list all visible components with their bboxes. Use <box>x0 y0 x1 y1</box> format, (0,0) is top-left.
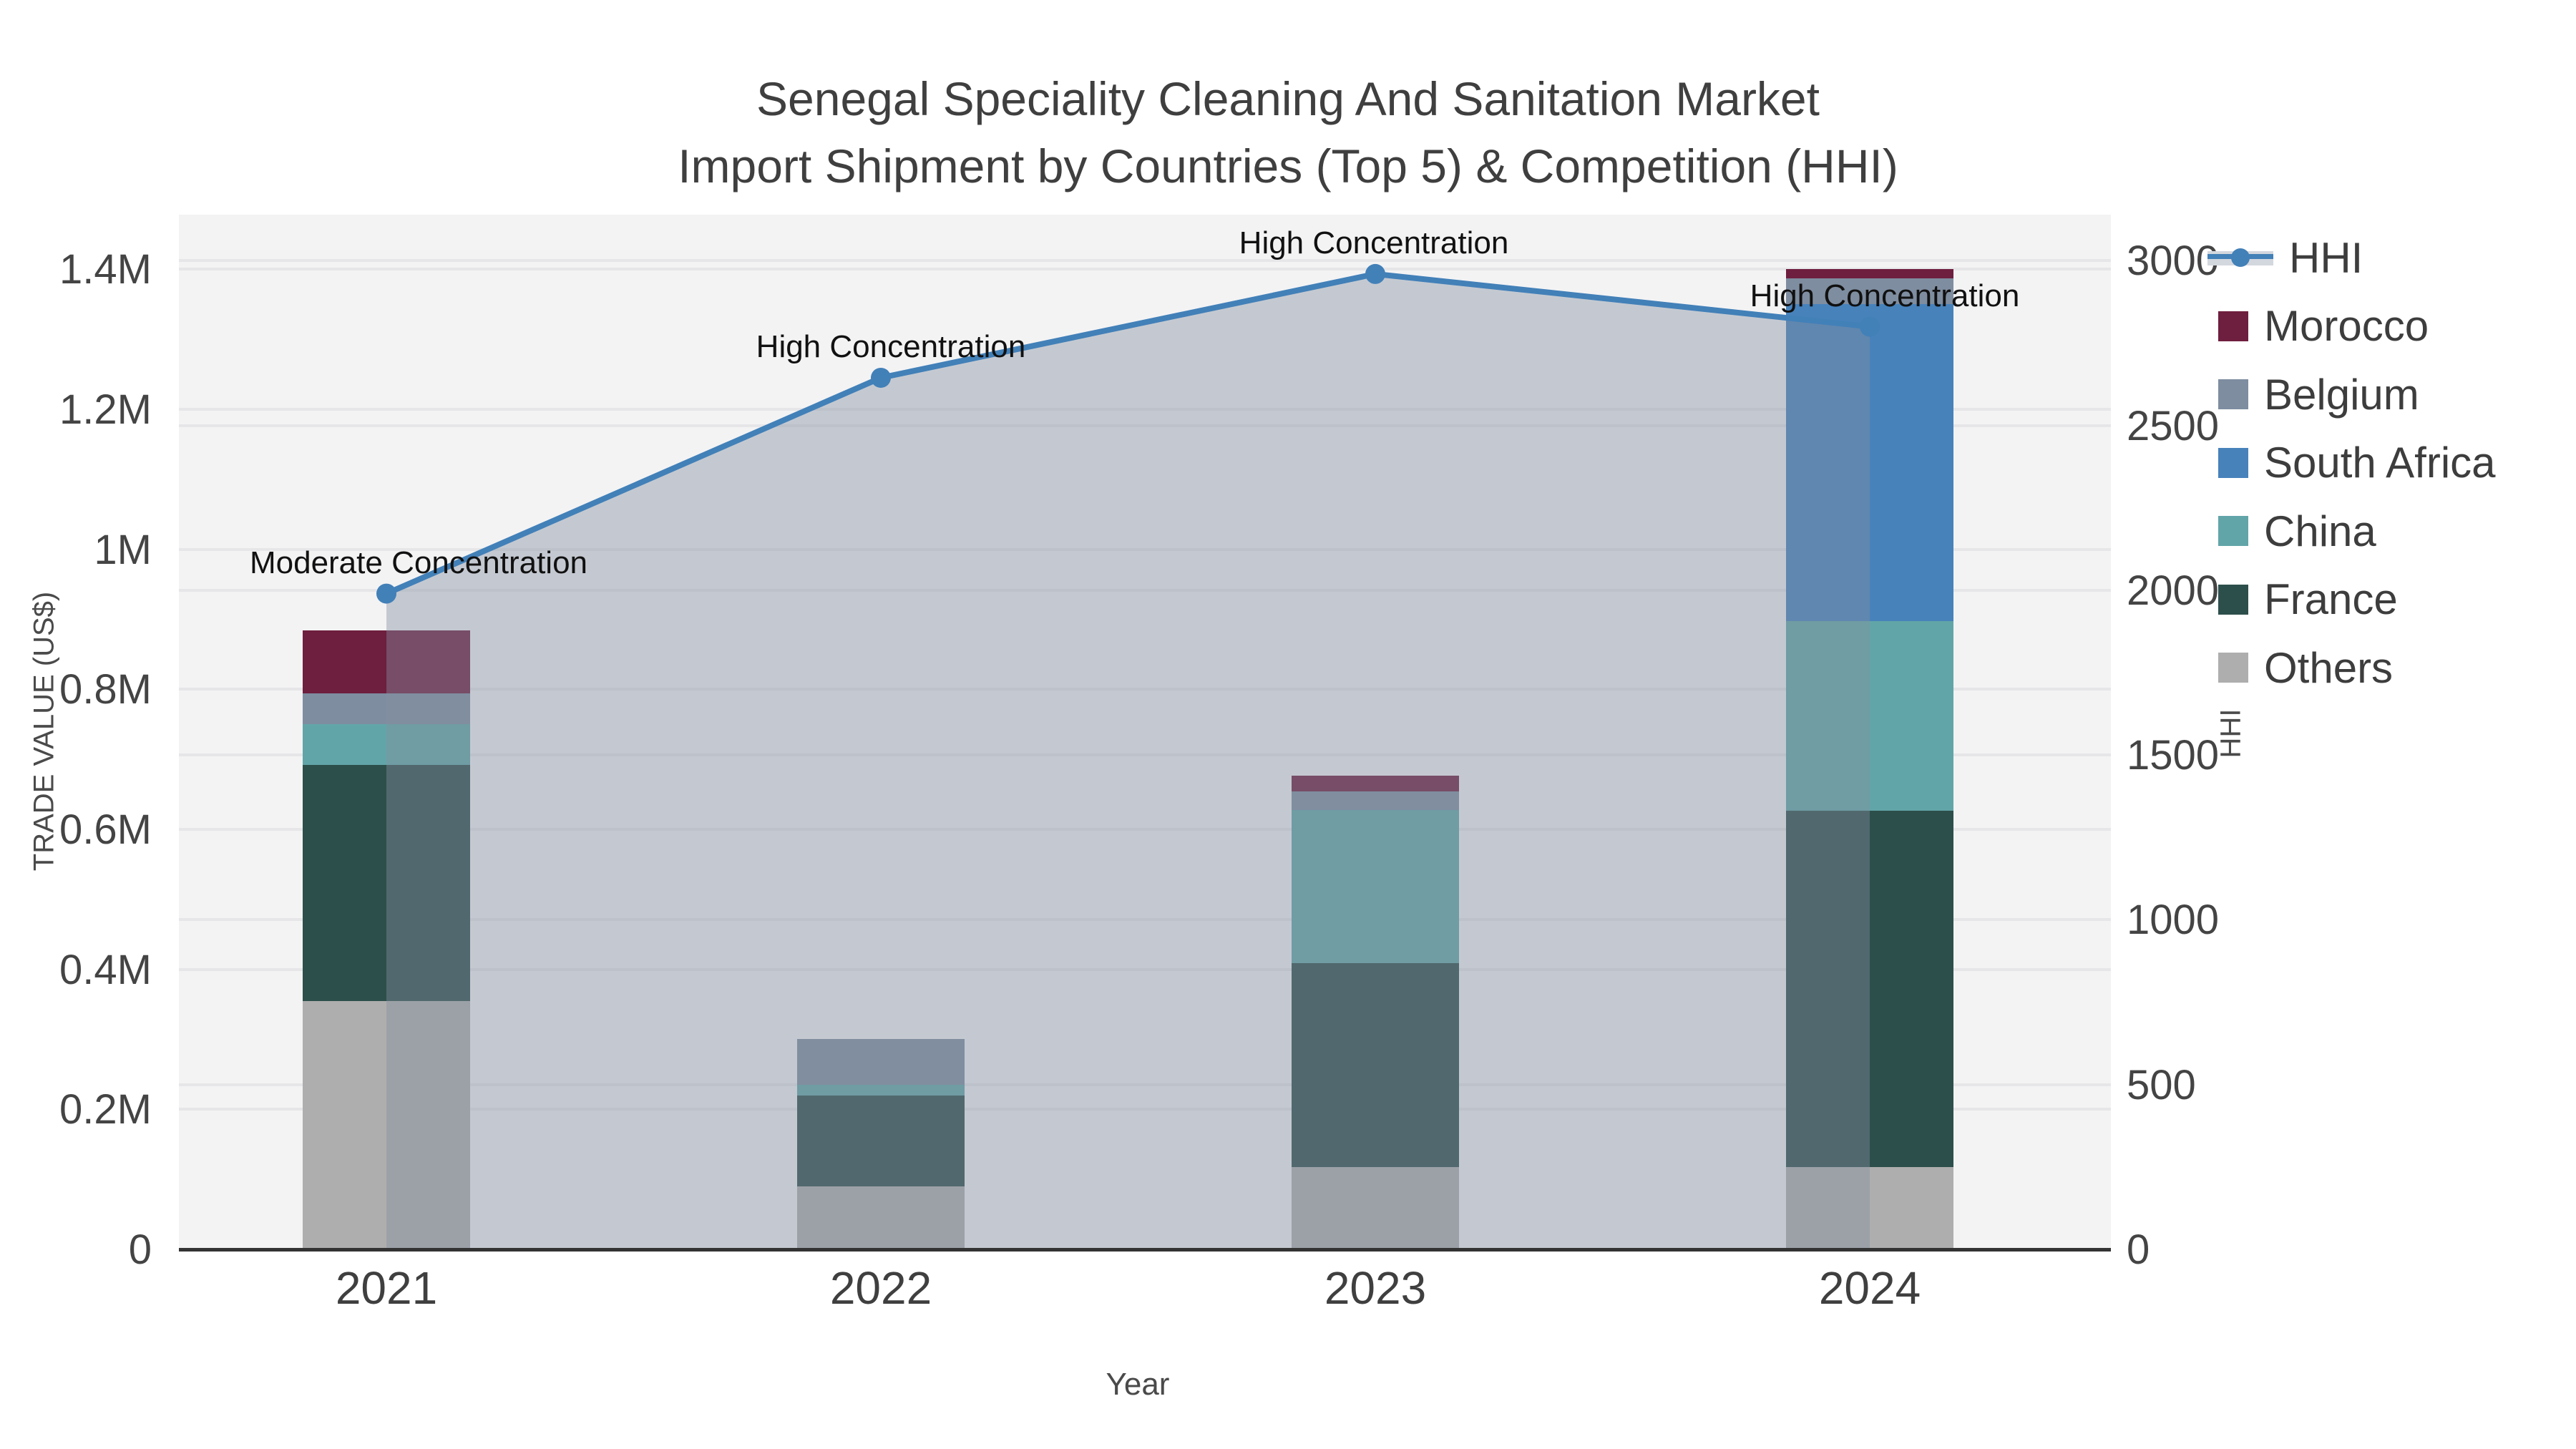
gridline <box>179 827 2111 831</box>
legend-item-south-africa[interactable]: South Africa <box>2207 431 2496 495</box>
legend-item-hhi[interactable]: HHI <box>2207 225 2363 290</box>
gridline <box>179 1083 2111 1086</box>
legend-swatch-icon <box>2218 653 2248 683</box>
x-tick-2021: 2021 <box>335 1262 438 1314</box>
bar-segment-china-2022[interactable] <box>797 1085 965 1096</box>
hhi-marker-2022[interactable] <box>871 367 891 388</box>
x-tick-2024: 2024 <box>1818 1262 1921 1314</box>
y-left-tick-0: 0 <box>128 1226 152 1273</box>
y-axis-right-title: HHI <box>2215 708 2247 758</box>
bar-segment-others-2024[interactable] <box>1786 1166 1953 1249</box>
gridline <box>179 588 2111 592</box>
hhi-line-legend-icon <box>2207 248 2273 267</box>
y-left-tick-1M: 1M <box>94 526 152 573</box>
y-left-tick-0.6M: 0.6M <box>59 806 152 853</box>
legend-label: Others <box>2264 643 2394 692</box>
y-left-tick-0.8M: 0.8M <box>59 666 152 713</box>
legend-swatch-icon <box>2218 584 2248 615</box>
x-axis-title: Year <box>1106 1367 1170 1402</box>
x-axis-line <box>179 1248 2111 1252</box>
chart-title-line1: Senegal Speciality Cleaning And Sanitati… <box>756 72 1820 125</box>
y-right-tick-2500: 2500 <box>2127 402 2220 449</box>
gridline <box>179 547 2111 551</box>
bar-segment-morocco-2021[interactable] <box>303 630 470 694</box>
hhi-marker-2021[interactable] <box>376 583 396 604</box>
gridline <box>179 259 2111 263</box>
y-right-tick-500: 500 <box>2127 1061 2196 1108</box>
hhi-marker-2023[interactable] <box>1365 263 1385 284</box>
legend-item-morocco[interactable]: Morocco <box>2207 294 2429 358</box>
bar-segment-china-2023[interactable] <box>1292 809 1459 963</box>
bar-segment-others-2023[interactable] <box>1292 1166 1459 1249</box>
legend-label: South Africa <box>2264 439 2496 487</box>
gridline <box>179 407 2111 411</box>
y-left-tick-0.2M: 0.2M <box>59 1086 152 1133</box>
gridline <box>179 918 2111 922</box>
bar-segment-france-2021[interactable] <box>303 764 470 1001</box>
chart-title-line2: Import Shipment by Countries (Top 5) & C… <box>678 140 1898 192</box>
bar-segment-france-2023[interactable] <box>1292 962 1459 1167</box>
legend-label: HHI <box>2289 233 2363 282</box>
legend-item-belgium[interactable]: Belgium <box>2207 362 2419 426</box>
legend-swatch-icon <box>2218 379 2248 409</box>
legend-label: China <box>2264 507 2376 555</box>
bar-segment-china-2021[interactable] <box>303 724 470 765</box>
annotation-2024: High Concentration <box>1750 278 2020 313</box>
bar-segment-belgium-2023[interactable] <box>1292 791 1459 810</box>
legend-label: Belgium <box>2264 370 2419 419</box>
bar-segment-belgium-2024[interactable] <box>1786 278 1953 305</box>
gridline <box>179 268 2111 271</box>
y-right-tick-3000: 3000 <box>2127 238 2220 285</box>
legend-label: France <box>2264 575 2398 623</box>
y-left-tick-1.4M: 1.4M <box>59 246 152 293</box>
legend-swatch-icon <box>2218 311 2248 341</box>
hhi-line-chart <box>376 263 1880 1249</box>
bar-segment-france-2022[interactable] <box>797 1095 965 1186</box>
legend-line-dot <box>2231 248 2250 267</box>
annotation-2021: Moderate Concentration <box>249 545 588 580</box>
legend-label: Morocco <box>2264 302 2429 350</box>
legend-item-china[interactable]: China <box>2207 499 2376 563</box>
bar-segment-belgium-2021[interactable] <box>303 693 470 725</box>
bar-segment-south-africa-2024[interactable] <box>1786 304 1953 622</box>
hhi-area-fill <box>386 273 1870 1249</box>
bar-segment-morocco-2024[interactable] <box>1786 269 1953 278</box>
legend-item-others[interactable]: Others <box>2207 635 2393 700</box>
gridline <box>179 753 2111 757</box>
bar-segment-others-2021[interactable] <box>303 1000 470 1249</box>
plot-area <box>179 215 2111 1249</box>
bar-segment-morocco-2023[interactable] <box>1292 775 1459 792</box>
y-left-tick-0.4M: 0.4M <box>59 946 152 993</box>
gridline <box>179 1108 2111 1111</box>
x-tick-2023: 2023 <box>1324 1262 1427 1314</box>
legend-item-france[interactable]: France <box>2207 567 2398 632</box>
y-left-tick-1.2M: 1.2M <box>59 386 152 433</box>
legend-swatch-icon <box>2218 516 2248 546</box>
hhi-line <box>385 270 1870 597</box>
y-right-tick-0: 0 <box>2127 1226 2150 1273</box>
gridline <box>179 424 2111 427</box>
gridline <box>179 688 2111 691</box>
x-tick-2022: 2022 <box>829 1262 932 1314</box>
bar-segment-belgium-2022[interactable] <box>797 1039 965 1085</box>
legend-swatch-icon <box>2218 447 2248 478</box>
y-right-tick-1000: 1000 <box>2127 897 2220 944</box>
y-right-tick-2000: 2000 <box>2127 567 2220 614</box>
y-right-tick-1500: 1500 <box>2127 732 2220 779</box>
hhi-marker-2024[interactable] <box>1860 316 1880 337</box>
bar-segment-others-2022[interactable] <box>797 1186 965 1249</box>
bar-segment-france-2024[interactable] <box>1786 810 1953 1167</box>
annotation-2022: High Concentration <box>756 328 1026 364</box>
gridline <box>179 967 2111 971</box>
bar-segment-china-2024[interactable] <box>1786 621 1953 811</box>
annotation-2023: High Concentration <box>1239 225 1509 260</box>
y-axis-left-title: TRADE VALUE (US$) <box>28 591 60 872</box>
